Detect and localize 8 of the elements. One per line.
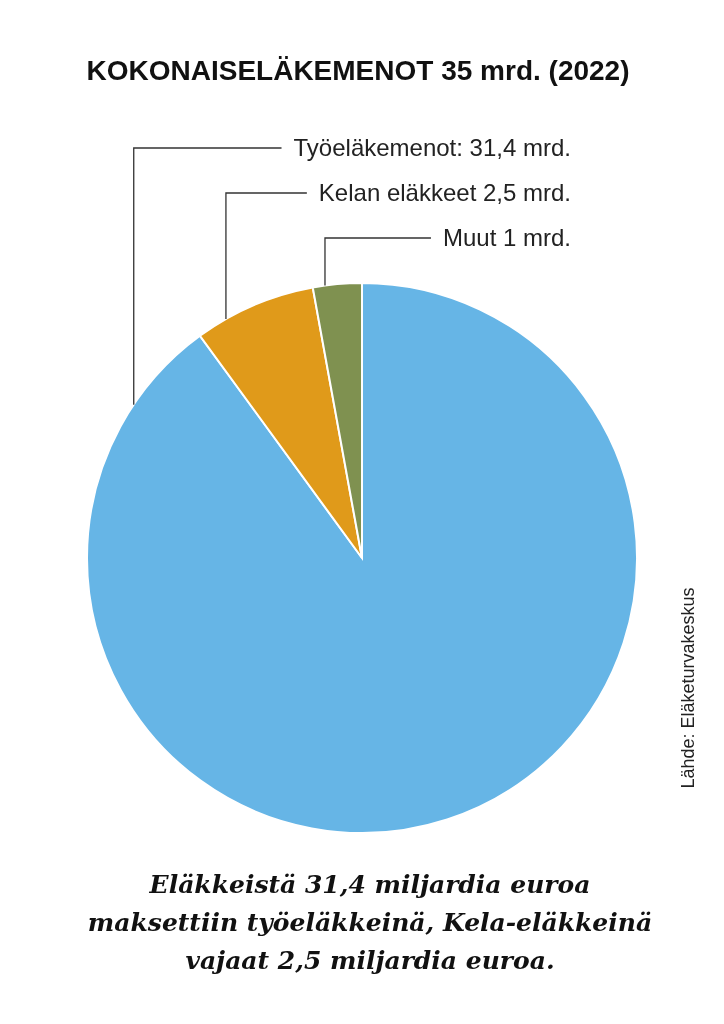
pie-slice — [198, 286, 363, 559]
slice-label: Kelan eläkkeet 2,5 mrd. — [318, 179, 571, 207]
slice-label: Työeläkemenot: 31,4 mrd. — [293, 134, 571, 162]
chart-title: KOKONAISELÄKEMENOT 35 mrd. (2022) — [86, 55, 630, 86]
slice-label: Muut 1 mrd. — [442, 224, 571, 252]
pie-slice — [86, 282, 638, 834]
text: Lähde: Eläketurvakeskus — [678, 587, 698, 789]
text: Eläkkeistä 31,4 miljardia euroa maksettiin työeläkkeinä, Kela-eläkkeinä vajaat 2,5 miljardia euroa. — [87, 870, 653, 975]
